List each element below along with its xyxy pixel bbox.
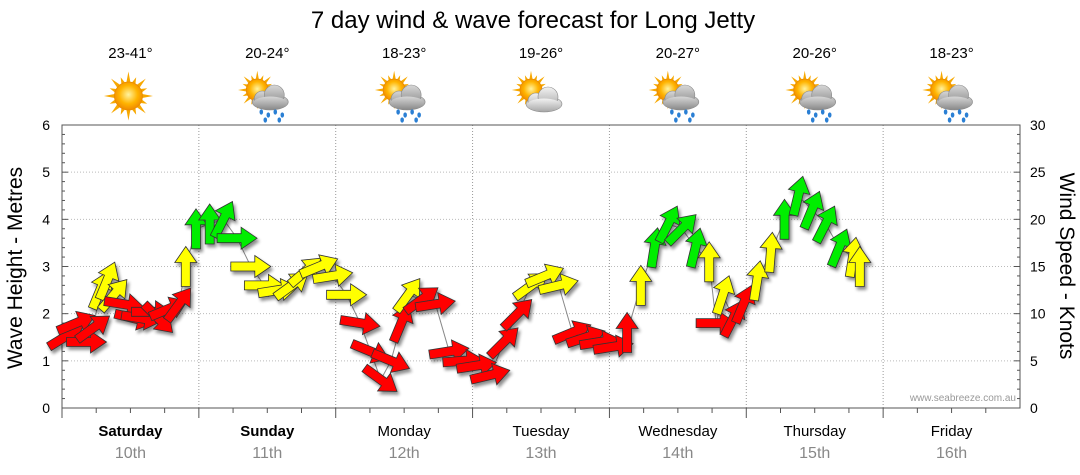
day-date-label: 11th (252, 445, 282, 462)
chart-title: 7 day wind & wave forecast for Long Jett… (311, 7, 755, 34)
day-temperature: 18-23° (929, 45, 973, 62)
cloud-shape (525, 86, 563, 113)
day-name-label: Monday (377, 423, 431, 440)
right-axis-title: Wind Speed - Knots (1055, 173, 1078, 360)
rain-drops (806, 109, 832, 123)
day-date-label: 16th (936, 445, 967, 462)
wind-arrow (811, 205, 838, 245)
cloud-shape (936, 84, 973, 111)
sunny-icon (103, 71, 153, 121)
wind-arrow (230, 254, 272, 279)
day-axis-labels: Saturday 10th Sunday 11th Monday 12th Tuesday 1… (98, 423, 973, 462)
wind-arrow (746, 260, 770, 302)
wind-arrow (94, 261, 120, 302)
wind-arrow (326, 283, 368, 307)
day-name-label: Saturday (98, 423, 163, 440)
right-tick-label: 30 (1030, 117, 1046, 133)
day-name-label: Sunday (240, 423, 295, 440)
day-name-label: Thursday (783, 423, 846, 440)
left-tick-label: 0 (42, 400, 50, 416)
right-tick-label: 20 (1030, 211, 1046, 227)
wind-arrow (787, 175, 811, 217)
left-tick-label: 4 (42, 211, 50, 227)
day-date-label: 15th (799, 445, 830, 462)
rain-drops (943, 109, 969, 123)
rain-drops (396, 109, 421, 123)
wind-arrow (759, 231, 783, 274)
cloud-shape (662, 84, 700, 111)
day-name-label: Tuesday (513, 423, 570, 440)
wind-arrow (361, 363, 398, 392)
right-tick-label: 15 (1030, 259, 1046, 275)
grid-lines (61, 125, 1020, 418)
wind-arrow (311, 263, 354, 287)
day-date-label: 10th (115, 445, 146, 462)
sun-cloud-rain-icon (238, 70, 289, 123)
left-tick-label: 6 (42, 117, 50, 133)
wind-arrow (162, 287, 192, 324)
right-axis-ticks: 0 5 10 15 20 25 30 (1014, 117, 1046, 416)
wind-arrow (799, 190, 825, 231)
day-date-label: 14th (662, 445, 693, 462)
plot-area (61, 124, 1021, 409)
wind-arrow (537, 273, 579, 296)
right-tick-label: 25 (1030, 164, 1046, 180)
sun-cloud-rain-icon (922, 70, 973, 123)
left-axis-title: Wave Height - Metres (4, 167, 27, 369)
source-credit: www.seabreeze.com.au (909, 393, 1016, 404)
wind-arrow (339, 312, 381, 336)
wind-arrow (848, 245, 872, 287)
day-temperature: 19-26° (519, 45, 563, 62)
wind-arrows (46, 175, 872, 392)
wind-arrow (615, 311, 639, 353)
day-temperature: 20-24° (245, 45, 289, 62)
wind-arrow (370, 348, 411, 374)
sun-cloud-rain-icon (374, 70, 426, 123)
wind-arrow (469, 362, 511, 386)
wind-arrow (486, 327, 519, 360)
wind-arrow (664, 214, 697, 247)
wind-arrow (388, 303, 414, 344)
wind-arrow (209, 200, 236, 240)
wind-arrow (697, 241, 721, 283)
partly-cloudy-icon (511, 70, 563, 113)
wind-arrow (216, 226, 258, 250)
day-name-label: Wednesday (638, 423, 717, 440)
wind-arrow (629, 264, 653, 306)
day-temperature: 20-27° (656, 45, 700, 62)
rain-drops (670, 109, 695, 123)
cloud-shape (251, 84, 289, 111)
right-tick-label: 0 (1030, 400, 1038, 416)
left-tick-label: 3 (42, 259, 50, 275)
left-axis-ticks: 0 1 2 3 4 5 6 (42, 117, 68, 416)
cloud-shape (799, 84, 837, 111)
left-tick-label: 2 (42, 306, 50, 322)
weather-row: 23-41° 20-24° 18-23° 19-26° 20-27° 20-26° 18-2… (103, 45, 974, 123)
wind-arrow (711, 275, 736, 316)
wind-arrow (499, 299, 533, 332)
day-date-label: 13th (525, 445, 556, 462)
right-tick-label: 10 (1030, 306, 1046, 322)
rain-drops (259, 109, 285, 123)
sun-cloud-rain-icon (785, 70, 837, 123)
cloud-shape (388, 84, 426, 111)
wind-arrow (174, 245, 198, 287)
wind-arrow (731, 285, 756, 325)
sun-cloud-rain-icon (648, 70, 700, 123)
day-temperature: 23-41° (108, 45, 152, 62)
left-tick-label: 5 (42, 164, 50, 180)
wind-arrow (74, 315, 111, 344)
right-tick-label: 5 (1030, 353, 1038, 369)
left-tick-label: 1 (42, 353, 50, 369)
wind-arrow (414, 292, 456, 316)
day-name-label: Friday (931, 423, 973, 440)
day-temperature: 18-23° (382, 45, 426, 62)
day-temperature: 20-26° (793, 45, 837, 62)
day-date-label: 12th (389, 445, 420, 462)
